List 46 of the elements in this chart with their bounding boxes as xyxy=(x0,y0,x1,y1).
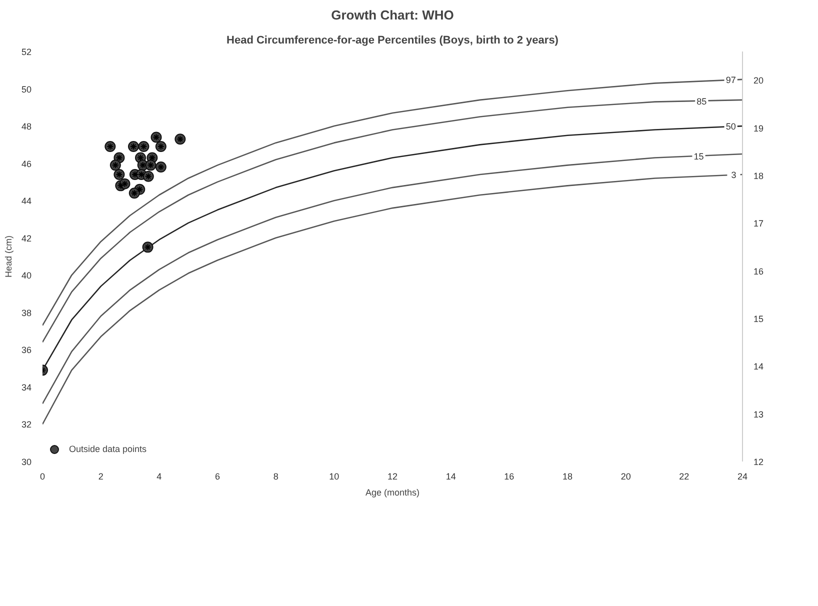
y2-tick-label: 18 xyxy=(754,170,764,181)
x-tick-label: 2 xyxy=(98,472,104,482)
annotation: 50 xyxy=(726,122,736,132)
y-tick-label: 44 xyxy=(21,196,32,206)
chart-title: Growth Chart: WHO xyxy=(331,8,454,22)
legend-label: Outside data points xyxy=(69,444,147,454)
y2-tick-label: 17 xyxy=(754,218,764,229)
x-tick-label: 4 xyxy=(156,472,162,482)
y-tick-label: 52 xyxy=(21,47,32,57)
y-tick-label: 46 xyxy=(21,158,32,169)
x-tick-label: 16 xyxy=(504,472,514,482)
line-series xyxy=(42,174,742,425)
x-tick-label: 8 xyxy=(273,472,278,482)
y2-tick-label: 19 xyxy=(754,123,764,134)
y2-tick-label: 14 xyxy=(754,362,764,372)
x-tick-label: 10 xyxy=(329,472,340,482)
y-axis-title: Head (cm) xyxy=(3,235,14,278)
y2-tick-label: 12 xyxy=(754,457,764,467)
y2-tick-label: 15 xyxy=(754,314,764,324)
annotation: 15 xyxy=(694,151,704,162)
annotation: 97 xyxy=(726,74,736,85)
x-tick-label: 12 xyxy=(387,472,398,482)
y-tick-label: 48 xyxy=(21,122,32,132)
y-tick-label: 34 xyxy=(21,382,32,392)
x-tick-label: 0 xyxy=(40,472,46,482)
x-tick-label: 14 xyxy=(446,472,456,482)
x-tick-label: 20 xyxy=(620,472,631,482)
x-tick-label: 22 xyxy=(679,472,690,482)
x-tick-label: 18 xyxy=(562,472,573,482)
y-tick-label: 40 xyxy=(21,270,32,281)
y-tick-label: 50 xyxy=(21,84,32,94)
y-tick-label: 42 xyxy=(21,233,32,244)
y2-tick-label: 13 xyxy=(754,409,764,420)
x-tick-label: 24 xyxy=(737,472,748,482)
y2-tick-label: 16 xyxy=(754,266,764,276)
annotation: 85 xyxy=(696,96,707,106)
line-series xyxy=(42,153,742,404)
y-tick-label: 30 xyxy=(21,457,32,467)
y2-tick-label: 20 xyxy=(754,76,764,86)
y-tick-label: 38 xyxy=(21,308,32,318)
y-tick-label: 36 xyxy=(21,345,32,356)
y-tick-label: 32 xyxy=(21,420,32,430)
x-tick-label: 6 xyxy=(214,472,220,482)
annotation: 3 xyxy=(731,170,736,180)
chart-subtitle: Head Circumference-for-age Percentiles (Boys, birth to 2 years) xyxy=(226,34,559,46)
x-axis-title: Age (months) xyxy=(365,488,420,498)
